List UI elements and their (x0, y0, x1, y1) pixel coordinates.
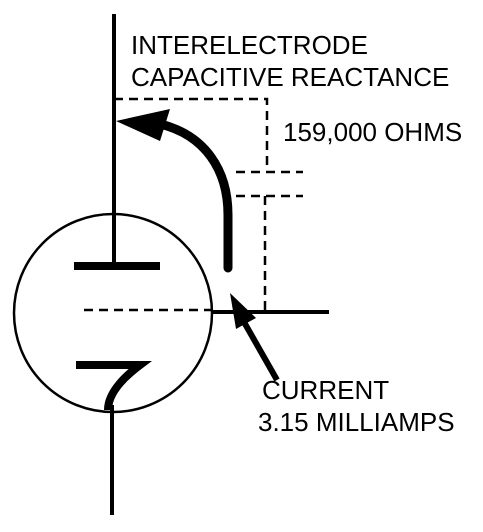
current-flow-arrow-shaft (155, 119, 233, 273)
reactance-label-line1: INTERELECTRODE (131, 30, 368, 60)
current-pointer-shaft (241, 320, 280, 382)
current-pointer-arrowhead (230, 293, 256, 329)
cathode (76, 361, 152, 411)
resistance-label: 159,000 OHMS (283, 117, 462, 147)
current-label-line1: CURRENT (262, 375, 389, 405)
reactance-label-line2: CAPACITIVE REACTANCE (131, 62, 449, 92)
current-label-line2: 3.15 MILLIAMPS (258, 407, 455, 437)
capacitor-upper-lead (114, 97, 269, 170)
current-flow-arrowhead (116, 109, 170, 141)
